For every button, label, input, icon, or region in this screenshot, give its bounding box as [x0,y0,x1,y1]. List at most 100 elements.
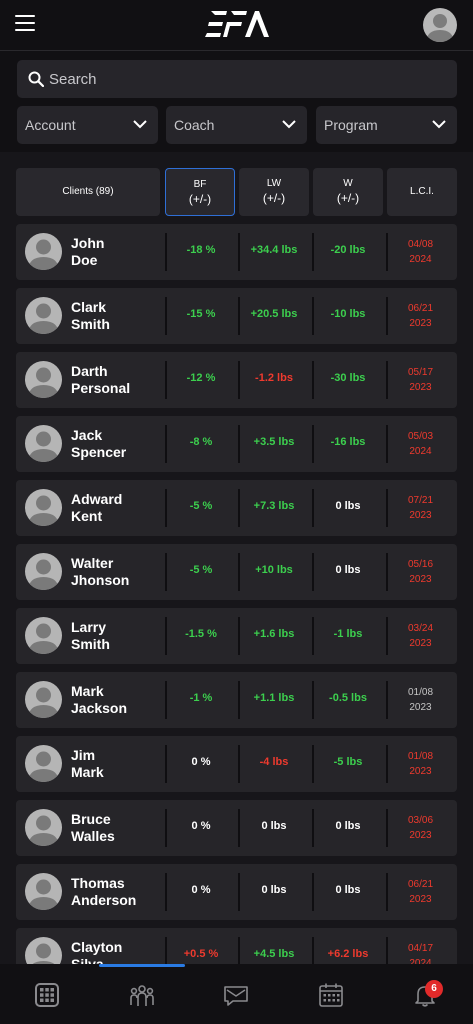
client-w-value: -16 lbs [330,436,366,448]
account-select[interactable]: Account [17,106,158,144]
client-bf-value: 0 % [191,756,211,768]
client-row[interactable]: Jim Mark 0 % -4 lbs -5 lbs 01/08 2023 [16,736,457,792]
client-last-checkin-date: 06/21 2023 [388,877,453,907]
client-last-checkin-date: 05/03 2024 [388,429,453,459]
client-first-name: Thomas [71,875,125,891]
dashboard-grid-icon[interactable] [34,982,60,1008]
client-w-value: 0 lbs [335,820,361,832]
column-divider [312,937,314,975]
column-divider [312,297,314,335]
client-name: Larry Smith [71,619,166,653]
client-last-name: Kent [71,508,103,524]
header-bf-sub: (+/-) [188,192,212,206]
client-row[interactable]: Bruce Walles 0 % 0 lbs 0 lbs 03/06 2023 [16,800,457,856]
column-divider [238,873,240,911]
client-date-day: 05/16 [407,559,434,570]
column-divider [312,873,314,911]
client-w-value: -1 lbs [333,628,363,640]
client-first-name: Mark [71,683,104,699]
calendar-icon[interactable] [318,982,344,1008]
client-date-day: 03/24 [407,623,434,634]
client-name: Jim Mark [71,747,166,781]
client-lw-value: +4.5 lbs [253,948,295,960]
client-last-checkin-date: 04/17 2024 [388,941,453,971]
column-divider [165,425,167,463]
client-row[interactable]: Jack Spencer -8 % +3.5 lbs -16 lbs 05/03 2024 [16,416,457,472]
column-divider [312,809,314,847]
client-date-day: 06/21 [407,303,434,314]
client-row[interactable]: John Doe -18 % +34.4 lbs -20 lbs 04/08 2024 [16,224,457,280]
header-lci[interactable]: L.C.I. [387,168,457,216]
client-first-name: Adward [71,491,123,507]
client-last-name: Doe [71,252,98,268]
client-last-checkin-date: 03/06 2023 [388,813,453,843]
program-select-label: Program [324,117,378,133]
coach-select-label: Coach [174,117,215,133]
chevron-down-icon [432,120,446,129]
column-divider [238,809,240,847]
header-clients[interactable]: Clients (89) [16,168,160,216]
person-silhouette-icon [28,879,59,910]
client-date-year: 2023 [409,510,432,521]
client-w-value: +6.2 lbs [327,948,369,960]
column-divider [386,617,388,655]
client-row[interactable]: Larry Smith -1.5 % +1.6 lbs -1 lbs 03/24 2023 [16,608,457,664]
client-w-value: -30 lbs [330,372,366,384]
client-row[interactable]: Walter Jhonson -5 % +10 lbs 0 lbs 05/16 2023 [16,544,457,600]
header-bf[interactable]: BF (+/-) [165,168,235,216]
header-w-sub: (+/-) [336,191,360,205]
client-date-day: 04/08 [407,239,434,250]
search-input[interactable] [49,60,449,98]
program-select[interactable]: Program [316,106,457,144]
client-bf-value: -5 % [189,564,213,576]
column-divider [165,361,167,399]
column-divider [386,873,388,911]
client-row[interactable]: Thomas Anderson 0 % 0 lbs 0 lbs 06/21 2023 [16,864,457,920]
column-divider [238,681,240,719]
column-divider [386,297,388,335]
column-divider [165,617,167,655]
column-divider [386,425,388,463]
client-row[interactable]: Darth Personal -12 % -1.2 lbs -30 lbs 05/17 20… [16,352,457,408]
coach-select[interactable]: Coach [166,106,307,144]
client-row[interactable]: Adward Kent -5 % +7.3 lbs 0 lbs 07/21 2023 [16,480,457,536]
chevron-down-icon [133,120,147,129]
client-date-year: 2024 [409,254,432,265]
client-bf-value: -12 % [186,372,216,384]
column-divider [312,681,314,719]
messages-icon[interactable] [223,982,249,1008]
client-name: Bruce Walles [71,811,166,845]
client-avatar [25,681,62,718]
client-date-year: 2023 [409,830,432,841]
header-w-label: W [343,178,353,189]
client-name: Darth Personal [71,363,166,397]
client-first-name: Jim [71,747,96,763]
column-divider [386,489,388,527]
person-silhouette-icon [28,559,59,590]
client-last-checkin-date: 01/08 2023 [388,749,453,779]
header-w[interactable]: W (+/-) [313,168,383,216]
filters-panel: Account Coach Program [0,50,473,152]
person-silhouette-icon [28,751,59,782]
column-divider [386,681,388,719]
user-avatar[interactable] [423,8,457,42]
client-last-name: Jackson [71,700,128,716]
header-lw[interactable]: LW (+/-) [239,168,309,216]
client-date-year: 2024 [409,446,432,457]
person-silhouette-icon [28,495,59,526]
clients-group-icon[interactable] [129,982,155,1008]
client-row[interactable]: Mark Jackson -1 % +1.1 lbs -0.5 lbs 01/08 2023 [16,672,457,728]
client-date-day: 04/17 [407,943,434,954]
column-divider [165,809,167,847]
column-divider [238,425,240,463]
client-row[interactable]: Clark Smith -15 % +20.5 lbs -10 lbs 06/21 2023 [16,288,457,344]
client-first-name: Darth [71,363,108,379]
client-w-value: 0 lbs [335,884,361,896]
client-lw-value: +10 lbs [255,564,293,576]
client-last-name: Anderson [71,892,137,908]
client-last-checkin-date: 03/24 2023 [388,621,453,651]
column-divider [238,361,240,399]
client-name: Mark Jackson [71,683,166,717]
hamburger-menu-icon[interactable] [15,15,35,31]
column-divider [386,553,388,591]
